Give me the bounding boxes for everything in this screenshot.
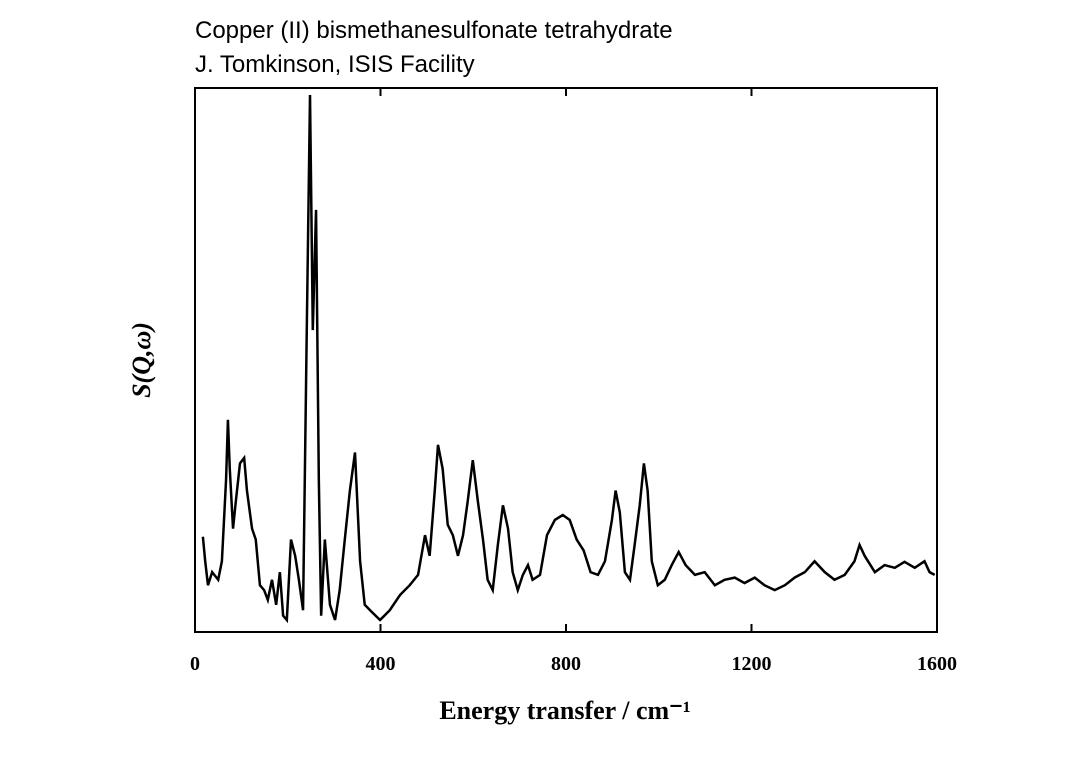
x-tick-label: 1600 [917,653,957,675]
x-tick-label: 0 [190,653,200,675]
chart-subtitle: J. Tomkinson, ISIS Facility [195,51,475,78]
x-tick-label: 1200 [732,653,772,675]
spectrum-line [201,95,936,624]
x-tick-label: 400 [366,653,396,675]
y-axis-label: S(Q,ω) [127,322,156,398]
x-axis-label: Energy transfer / cm⁻¹ [439,696,690,725]
x-tick-label: 800 [551,653,581,675]
chart-title: Copper (II) bismethanesulfonate tetrahyd… [195,17,673,44]
